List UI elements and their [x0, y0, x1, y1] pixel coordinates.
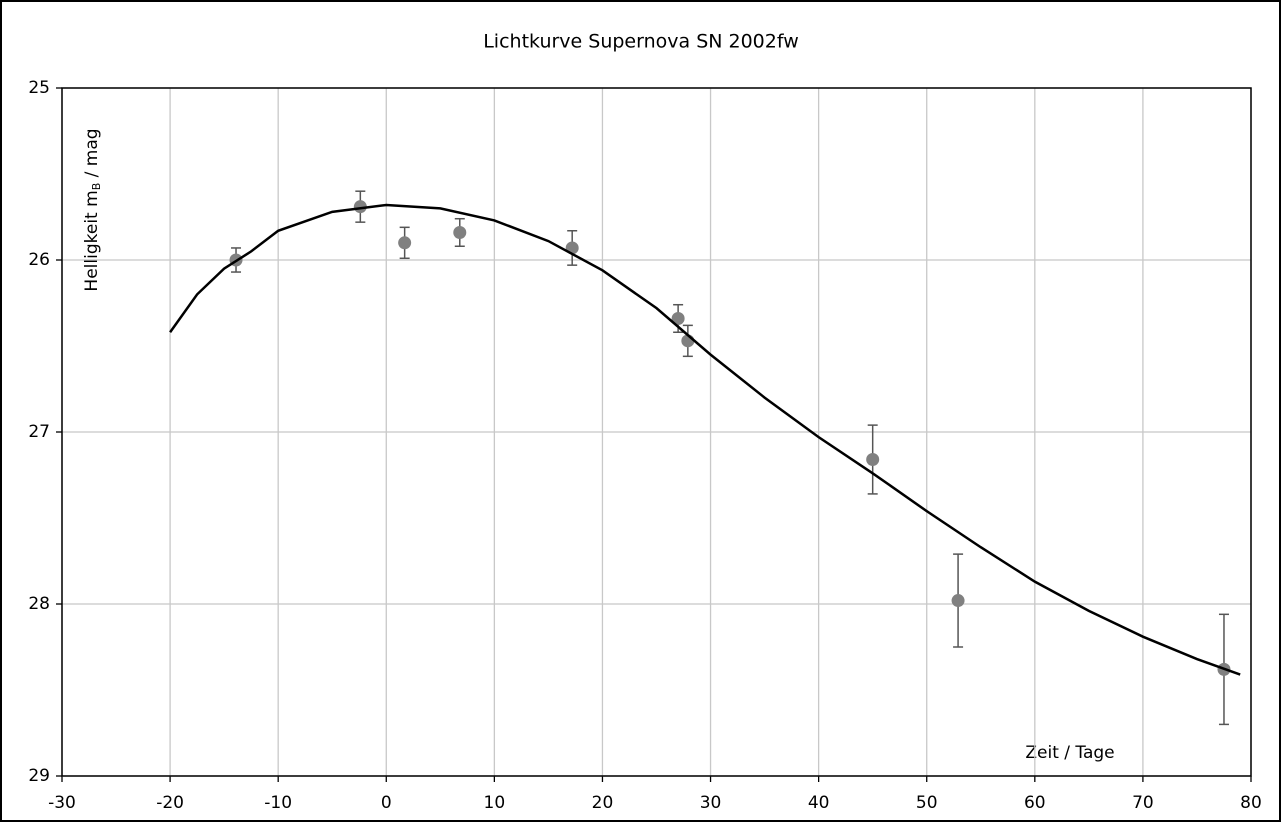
fit-curve — [169, 203, 1241, 676]
x-tick-label: -10 — [264, 793, 292, 813]
x-axis-label: Zeit / Tage — [1025, 743, 1114, 763]
data-point — [671, 311, 685, 325]
x-tick-label: -20 — [156, 793, 184, 813]
y-tick-label: 25 — [28, 78, 50, 98]
y-label-unit: / mag — [82, 128, 102, 182]
y-tick-label: 28 — [28, 594, 50, 614]
x-tick-label: 20 — [592, 793, 614, 813]
y-tick-label: 26 — [28, 250, 50, 270]
data-point — [951, 594, 965, 608]
data-point — [866, 453, 880, 467]
x-tick-label: 60 — [1024, 793, 1046, 813]
x-tick-label: -30 — [48, 793, 76, 813]
x-tick-label: 70 — [1132, 793, 1154, 813]
x-tick-label: 30 — [700, 793, 722, 813]
x-tick-label: 0 — [381, 793, 392, 813]
chart-title: Lichtkurve Supernova SN 2002fw — [483, 31, 799, 53]
y-tick-label: 27 — [28, 422, 50, 442]
x-tick-label: 80 — [1240, 793, 1262, 813]
y-label-text: Helligkeit m — [82, 190, 102, 291]
x-tick-label: 40 — [808, 793, 830, 813]
data-point — [453, 225, 467, 239]
plot-frame — [61, 87, 1252, 777]
x-tick-label: 10 — [484, 793, 506, 813]
y-tick-label: 29 — [28, 766, 50, 786]
data-point — [398, 236, 412, 250]
y-label-sub: B — [90, 183, 103, 191]
y-axis-label: Helligkeit mB / mag — [82, 128, 103, 291]
x-tick-label: 50 — [916, 793, 938, 813]
